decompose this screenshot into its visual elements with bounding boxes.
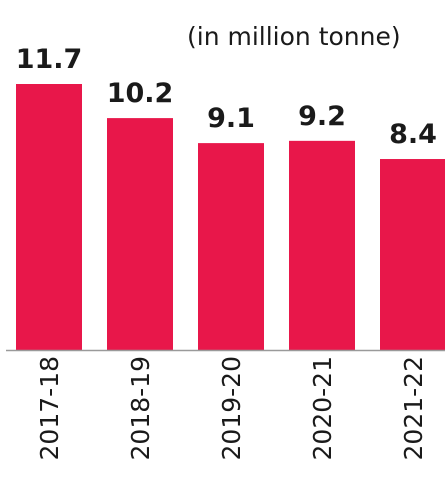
tick-label-2020-21: 2020-21 — [308, 356, 337, 460]
tick-label-2019-20: 2019-20 — [217, 356, 246, 460]
bar-2021-22 — [380, 159, 445, 350]
data-label-2021-22: 8.4 — [389, 119, 437, 150]
data-label-2018-19: 10.2 — [107, 78, 174, 109]
data-label-2019-20: 9.1 — [207, 103, 255, 134]
data-label-2020-21: 9.2 — [298, 101, 346, 132]
tick-label-2017-18: 2017-18 — [35, 356, 64, 460]
tick-label-2021-22: 2021-22 — [399, 356, 428, 460]
data-label-2017-18: 11.7 — [16, 44, 83, 75]
bar-2017-18 — [16, 84, 82, 350]
bar-2019-20 — [198, 143, 264, 350]
bar-2020-21 — [289, 140, 355, 350]
unit-note: (in million tonne) — [187, 22, 401, 51]
tick-label-2018-19: 2018-19 — [126, 356, 155, 460]
bar-2018-19 — [107, 118, 173, 350]
